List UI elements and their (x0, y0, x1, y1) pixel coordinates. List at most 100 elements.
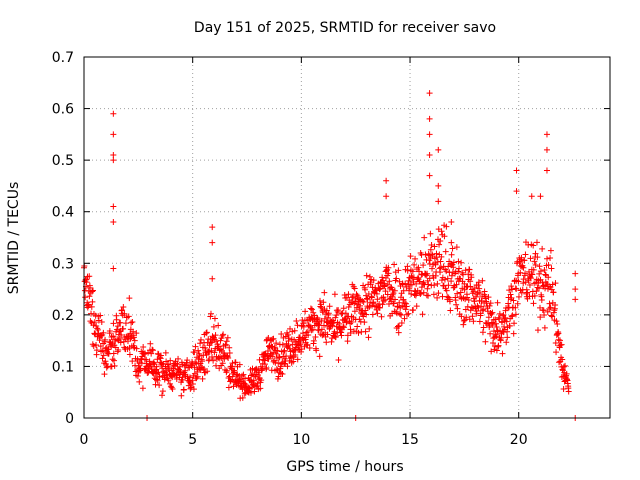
data-point (548, 312, 555, 319)
data-point (398, 319, 405, 326)
data-point (209, 239, 216, 246)
data-point (207, 310, 214, 317)
data-point (515, 278, 522, 285)
data-point (470, 288, 477, 295)
data-point (426, 151, 433, 158)
data-point (110, 350, 117, 357)
data-point (336, 320, 343, 327)
data-point (342, 310, 349, 317)
data-point (129, 319, 136, 326)
data-point (362, 307, 369, 314)
data-point (89, 288, 96, 295)
data-point (487, 300, 494, 307)
data-point (415, 274, 422, 281)
data-point (133, 345, 140, 352)
data-point (530, 300, 537, 307)
data-point (401, 299, 408, 306)
data-point (196, 352, 203, 359)
data-point (363, 295, 370, 302)
data-point (300, 323, 307, 330)
data-point (265, 355, 272, 362)
data-point (445, 282, 452, 289)
data-point (545, 261, 552, 268)
data-point (210, 323, 217, 330)
data-point (562, 362, 569, 369)
data-point (426, 115, 433, 122)
data-point (395, 267, 402, 274)
data-point (398, 312, 405, 319)
data-point (466, 266, 473, 273)
data-point (537, 268, 544, 275)
data-point (546, 305, 553, 312)
data-point (284, 363, 291, 370)
data-point (250, 377, 257, 384)
data-point (503, 318, 510, 325)
data-point (475, 282, 482, 289)
data-point (129, 358, 136, 365)
data-point (540, 282, 547, 289)
data-point (364, 296, 371, 303)
data-point (106, 328, 113, 335)
data-point (275, 354, 282, 361)
data-point (281, 347, 288, 354)
data-point (495, 342, 502, 349)
data-point (413, 303, 420, 310)
data-point (477, 290, 484, 297)
data-point (554, 320, 561, 327)
data-point (366, 303, 373, 310)
data-point (537, 314, 544, 321)
y-tick-label: 0.5 (52, 153, 74, 169)
data-point (274, 347, 281, 354)
data-point (555, 336, 562, 343)
data-point (134, 373, 141, 380)
data-point (261, 351, 268, 358)
data-point (257, 385, 264, 392)
data-point (368, 276, 375, 283)
data-point (195, 347, 202, 354)
data-point (460, 321, 467, 328)
data-point (149, 346, 156, 353)
data-point (436, 241, 443, 248)
data-point (309, 306, 316, 313)
data-point (534, 284, 541, 291)
data-point (509, 286, 516, 293)
data-point (203, 351, 210, 358)
data-point (521, 257, 528, 264)
data-point (325, 310, 332, 317)
data-point (552, 301, 559, 308)
data-point (435, 198, 442, 205)
data-point (448, 219, 455, 226)
data-point (429, 265, 436, 272)
data-point (532, 262, 539, 269)
y-tick-label: 0.4 (52, 205, 74, 221)
data-point (321, 289, 328, 296)
data-point (115, 347, 122, 354)
data-point (110, 265, 117, 272)
data-point (261, 361, 268, 368)
data-point (165, 361, 172, 368)
data-point (422, 251, 429, 258)
data-point (298, 345, 305, 352)
data-point (449, 245, 456, 252)
data-point (110, 219, 117, 226)
data-point (392, 296, 399, 303)
y-tick-label: 0.2 (52, 308, 74, 324)
data-point (447, 307, 454, 314)
data-point (279, 370, 286, 377)
data-point (391, 287, 398, 294)
data-point (316, 353, 323, 360)
data-point (522, 270, 529, 277)
data-point (512, 304, 519, 311)
data-point (88, 303, 95, 310)
data-point (130, 334, 137, 341)
data-point (492, 331, 499, 338)
data-point (99, 355, 106, 362)
data-point (448, 251, 455, 258)
data-point (493, 333, 500, 340)
data-point (390, 300, 397, 307)
data-point (351, 285, 358, 292)
data-point (453, 244, 460, 251)
data-point (236, 377, 243, 384)
data-point (251, 388, 258, 395)
data-point (428, 241, 435, 248)
